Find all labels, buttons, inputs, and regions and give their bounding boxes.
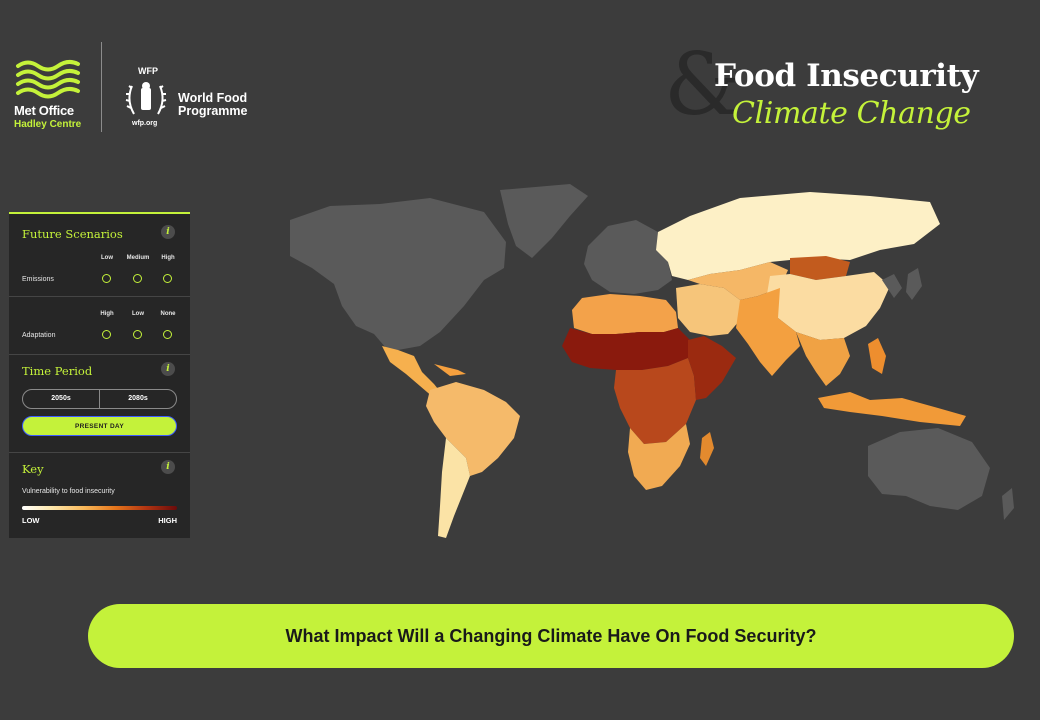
key-description: Vulnerability to food insecurity: [22, 488, 115, 495]
wfp-acronym: WFP: [138, 66, 158, 76]
region-europe[interactable]: [584, 220, 672, 294]
title-line-1: Food Insecurity: [714, 58, 979, 94]
met-office-name: Met Office: [14, 103, 74, 118]
emissions-medium-radio[interactable]: [133, 274, 142, 283]
adaptation-none-radio[interactable]: [163, 330, 172, 339]
emissions-col-medium: Medium: [126, 255, 150, 261]
key-title: Key: [22, 462, 44, 476]
region-china[interactable]: [766, 272, 890, 340]
region-russia[interactable]: [656, 192, 940, 280]
region-central-africa[interactable]: [614, 358, 696, 444]
time-period-title: Time Period: [22, 364, 93, 378]
emissions-col-low: Low: [101, 255, 113, 261]
wave-lines-icon: [16, 59, 80, 99]
key-low-label: LOW: [22, 516, 40, 525]
adaptation-col-high: High: [100, 311, 114, 317]
region-australia[interactable]: [868, 428, 990, 510]
key-high-label: HIGH: [158, 516, 177, 525]
future-scenarios-title: Future Scenarios: [22, 227, 123, 241]
region-southern-africa[interactable]: [628, 424, 690, 490]
wfp-logo: WFP wfp.org World Food Programme: [120, 66, 270, 134]
region-philippines[interactable]: [868, 338, 886, 374]
region-greenland[interactable]: [500, 184, 588, 258]
adaptation-high-radio[interactable]: [102, 330, 111, 339]
panel-divider: [9, 354, 190, 355]
wfp-name-line2: Programme: [178, 104, 248, 118]
emissions-low-radio[interactable]: [102, 274, 111, 283]
wheat-wreath-emblem-icon: [125, 82, 167, 115]
region-sahel[interactable]: [562, 328, 690, 370]
question-banner[interactable]: What Impact Will a Changing Climate Have…: [88, 604, 1014, 668]
panel-divider: [9, 296, 190, 297]
key-info-icon[interactable]: i: [161, 460, 175, 474]
present-day-button[interactable]: PRESENT DAY: [22, 416, 177, 436]
adaptation-low-radio[interactable]: [133, 330, 142, 339]
emissions-high-radio[interactable]: [163, 274, 172, 283]
met-office-subtitle: Hadley Centre: [14, 119, 82, 130]
future-scenarios-info-icon[interactable]: i: [161, 225, 175, 239]
region-east-africa[interactable]: [688, 336, 736, 400]
region-southeast-asia[interactable]: [796, 332, 850, 386]
region-east-asia-islands[interactable]: [882, 268, 922, 300]
wfp-name: World Food Programme: [178, 92, 274, 118]
emissions-label: Emissions: [22, 276, 54, 283]
banner-text: What Impact Will a Changing Climate Have…: [285, 625, 817, 646]
key-gradient-bar: [22, 506, 177, 510]
region-north-africa[interactable]: [572, 294, 678, 334]
region-caribbean[interactable]: [434, 364, 466, 376]
time-period-toggle: 2050s 2080s: [22, 389, 177, 409]
emissions-col-high: High: [161, 255, 175, 261]
met-office-logo: Met Office Hadley Centre: [14, 58, 90, 134]
adaptation-col-none: None: [160, 311, 176, 317]
scenario-panel: Future Scenarios i Low Medium High Emiss…: [9, 212, 190, 538]
region-central-asia[interactable]: [688, 262, 788, 300]
region-mongolia[interactable]: [790, 256, 850, 280]
region-north-america[interactable]: [290, 198, 506, 350]
wfp-name-line1: World Food: [178, 91, 248, 105]
region-south-america[interactable]: [426, 382, 520, 476]
time-period-info-icon[interactable]: i: [161, 362, 175, 376]
panel-divider: [9, 452, 190, 453]
region-south-asia[interactable]: [736, 288, 800, 376]
time-option-2080s[interactable]: 2080s: [99, 390, 176, 408]
region-middle-east[interactable]: [676, 284, 740, 336]
world-map[interactable]: [270, 176, 1020, 556]
region-madagascar[interactable]: [700, 432, 714, 466]
adaptation-label: Adaptation: [22, 332, 56, 339]
region-indonesia[interactable]: [818, 392, 966, 426]
region-central-america[interactable]: [382, 346, 442, 398]
wfp-url: wfp.org: [132, 120, 158, 127]
title-line-2: Climate Change: [732, 96, 971, 131]
page-title: & Food Insecurity Climate Change: [664, 42, 1024, 136]
title-ampersand: &: [664, 35, 741, 135]
logo-divider: [101, 42, 102, 132]
region-new-zealand[interactable]: [1002, 488, 1014, 520]
region-southern-cone[interactable]: [438, 438, 470, 538]
time-option-2050s[interactable]: 2050s: [51, 395, 71, 402]
adaptation-col-low: Low: [132, 311, 144, 317]
